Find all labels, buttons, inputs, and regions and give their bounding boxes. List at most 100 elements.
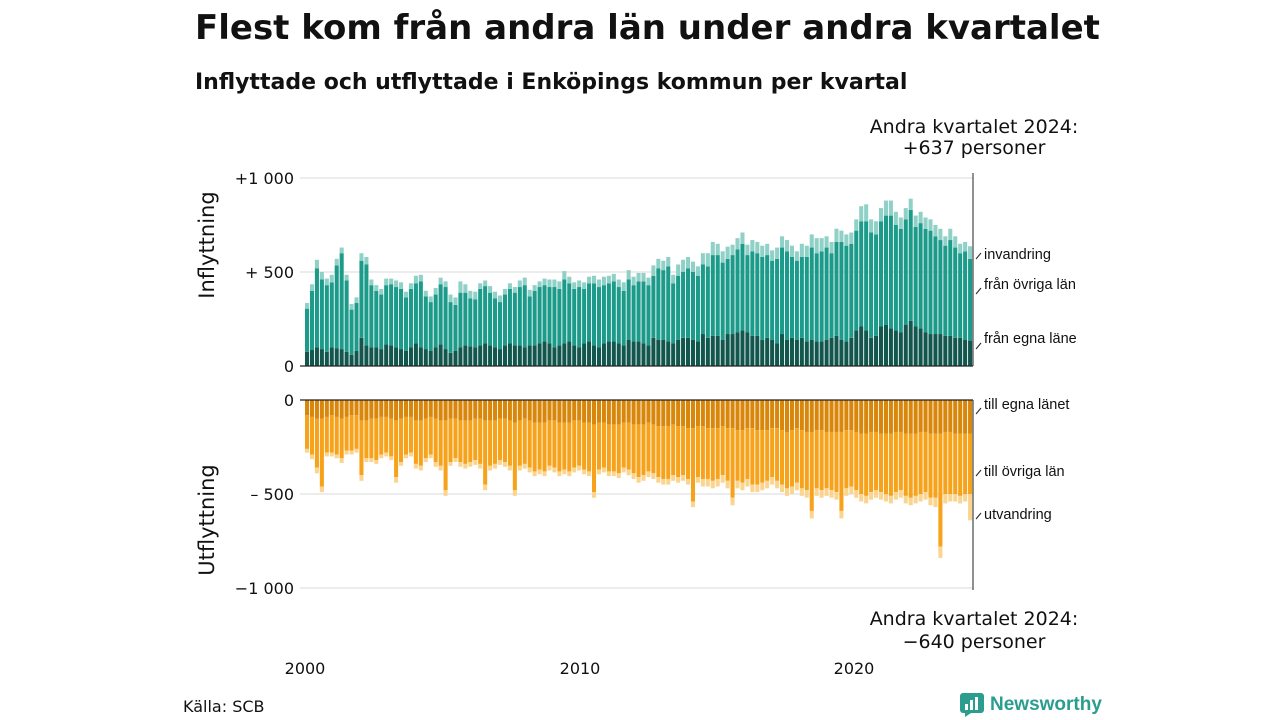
bar-inflyttning: [354, 350, 359, 366]
bar-utflyttning: [596, 422, 601, 470]
bar-utflyttning: [582, 469, 587, 475]
bar-inflyttning: [596, 287, 601, 348]
bar-utflyttning: [789, 430, 794, 487]
bar-inflyttning: [349, 354, 354, 366]
bar-utflyttning: [418, 420, 423, 466]
bar-utflyttning: [413, 463, 418, 469]
bar-inflyttning: [745, 244, 750, 256]
bar-inflyttning: [963, 241, 968, 252]
bar-inflyttning: [883, 200, 888, 216]
bar-inflyttning: [507, 288, 512, 344]
bar-inflyttning: [359, 260, 364, 338]
bar-inflyttning: [760, 339, 765, 366]
bar-utflyttning: [775, 400, 780, 429]
bar-inflyttning: [324, 285, 329, 352]
bar-utflyttning: [864, 495, 869, 504]
bar-utflyttning: [631, 424, 636, 474]
bar-inflyttning: [399, 349, 404, 366]
bar-inflyttning: [794, 339, 799, 366]
bar-inflyttning: [656, 268, 661, 340]
bar-utflyttning: [740, 400, 745, 431]
bar-inflyttning: [943, 236, 948, 246]
bar-inflyttning: [676, 339, 681, 366]
bar-inflyttning: [572, 288, 577, 346]
bar-utflyttning: [656, 400, 661, 427]
bar-inflyttning: [557, 288, 562, 346]
bar-inflyttning: [923, 228, 928, 333]
bar-utflyttning: [532, 422, 537, 472]
bar-inflyttning: [448, 302, 453, 353]
bar-utflyttning: [547, 465, 552, 471]
bar-utflyttning: [463, 463, 468, 469]
bar-utflyttning: [849, 400, 854, 431]
bar-utflyttning: [651, 400, 656, 425]
bar-inflyttning: [567, 276, 572, 284]
bar-inflyttning: [814, 238, 819, 254]
bar-inflyttning: [794, 251, 799, 261]
bar-utflyttning: [839, 510, 844, 519]
bar-utflyttning: [324, 452, 329, 457]
bar-inflyttning: [834, 228, 839, 242]
bar-inflyttning: [468, 298, 473, 347]
bar-inflyttning: [661, 260, 666, 271]
bar-utflyttning: [507, 400, 512, 421]
bar-inflyttning: [898, 217, 903, 229]
bar-inflyttning: [804, 256, 809, 342]
bar-inflyttning: [517, 280, 522, 288]
bar-inflyttning: [700, 253, 705, 265]
bar-utflyttning: [394, 400, 399, 421]
bar-utflyttning: [483, 420, 488, 485]
bar-utflyttning: [883, 433, 888, 494]
bar-utflyttning: [676, 426, 681, 478]
bar-utflyttning: [601, 400, 606, 423]
bar-utflyttning: [562, 422, 567, 470]
bar-utflyttning: [305, 448, 310, 453]
bar-inflyttning: [814, 341, 819, 366]
bar-utflyttning: [893, 492, 898, 500]
bar-inflyttning: [359, 253, 364, 261]
bar-inflyttning: [497, 295, 503, 303]
bar-inflyttning: [958, 243, 963, 254]
bar-utflyttning: [646, 400, 651, 423]
bar-utflyttning: [428, 454, 433, 459]
bar-inflyttning: [522, 285, 527, 348]
bar-inflyttning: [319, 272, 324, 280]
newsworthy-logo[interactable]: Newsworthy: [960, 693, 1102, 717]
bar-inflyttning: [789, 337, 794, 366]
bar-utflyttning: [537, 400, 542, 423]
bar-utflyttning: [631, 473, 636, 479]
bar-utflyttning: [542, 471, 547, 477]
bar-inflyttning: [547, 343, 552, 366]
source-note: Källa: SCB: [183, 697, 265, 716]
bar-inflyttning: [394, 287, 399, 348]
bar-utflyttning: [369, 400, 374, 419]
bar-utflyttning: [646, 422, 651, 472]
bar-utflyttning: [349, 415, 354, 451]
bar-inflyttning: [705, 253, 710, 267]
bar-utflyttning: [601, 467, 606, 473]
bar-utflyttning: [314, 400, 319, 419]
bar-utflyttning: [344, 400, 349, 417]
bar-utflyttning: [577, 400, 582, 421]
bar-inflyttning: [591, 283, 597, 346]
bar-inflyttning: [572, 282, 577, 289]
bar-inflyttning: [418, 281, 423, 348]
series-label-leader: [975, 407, 982, 415]
bar-utflyttning: [671, 424, 676, 476]
bar-inflyttning: [646, 285, 651, 346]
bar-utflyttning: [651, 424, 656, 474]
bar-utflyttning: [933, 433, 938, 498]
bar-utflyttning: [849, 486, 854, 494]
bar-inflyttning: [661, 339, 666, 366]
bar-utflyttning: [730, 428, 735, 498]
bar-utflyttning: [878, 492, 884, 500]
bar-utflyttning: [804, 400, 809, 432]
bar-utflyttning: [587, 400, 592, 423]
bar-utflyttning: [468, 420, 473, 463]
bar-inflyttning: [547, 279, 552, 288]
bar-utflyttning: [958, 433, 963, 496]
bar-utflyttning: [359, 400, 364, 421]
bar-utflyttning: [903, 433, 908, 496]
bar-utflyttning: [379, 400, 384, 417]
bar-inflyttning: [389, 278, 394, 285]
